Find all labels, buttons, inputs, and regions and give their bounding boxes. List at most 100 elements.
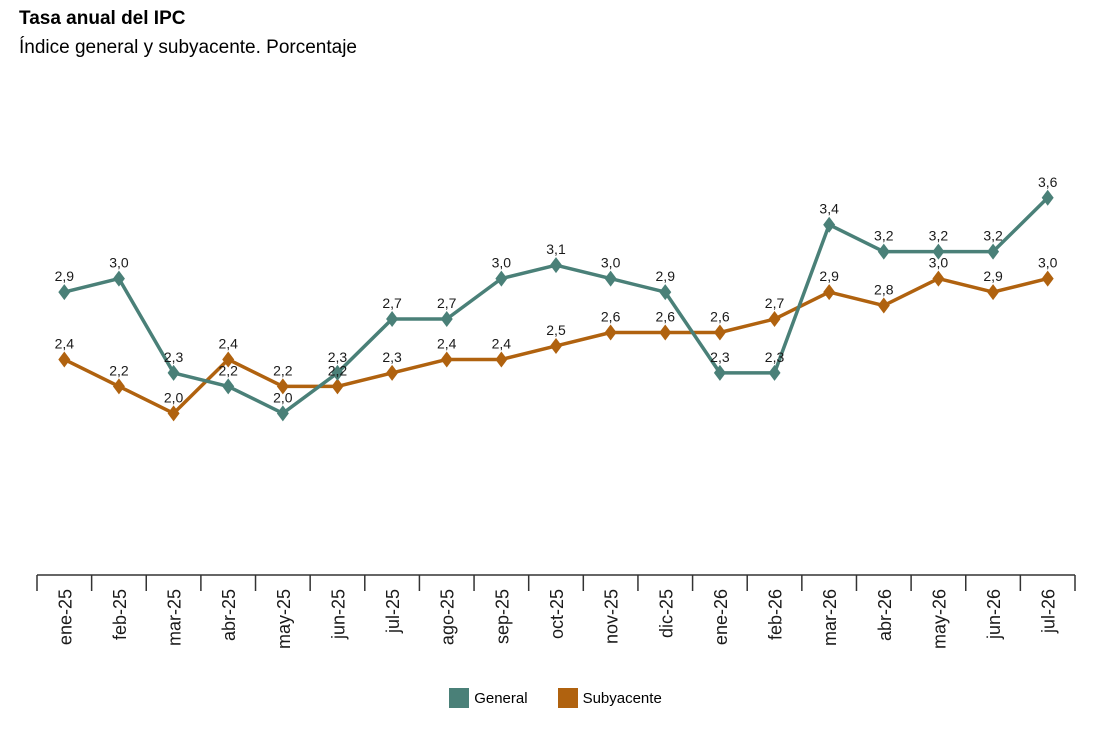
data-label-general: 3,6 <box>1038 174 1058 190</box>
data-point-general <box>276 405 289 422</box>
data-label-general: 3,2 <box>983 228 1003 244</box>
data-label-subyacente: 2,4 <box>55 335 75 351</box>
x-tick-label: jul-25 <box>383 589 403 634</box>
data-label-subyacente: 3,0 <box>1038 255 1058 271</box>
data-point-subyacente <box>222 351 235 368</box>
data-point-general <box>823 216 836 233</box>
data-label-subyacente: 2,6 <box>601 309 621 325</box>
x-tick-label: dic-25 <box>656 589 676 638</box>
data-label-general: 2,7 <box>382 295 402 311</box>
data-label-general: 2,3 <box>164 349 184 365</box>
data-label-subyacente: 2,9 <box>983 268 1003 284</box>
data-point-subyacente <box>112 378 125 395</box>
data-point-general <box>112 270 125 287</box>
data-label-subyacente: 2,3 <box>382 349 402 365</box>
data-point-subyacente <box>877 297 890 314</box>
x-tick-label: oct-25 <box>547 589 567 639</box>
data-point-general <box>768 364 781 381</box>
data-point-general <box>713 364 726 381</box>
data-label-subyacente: 2,0 <box>164 389 184 405</box>
x-tick-label: jul-26 <box>1039 589 1059 634</box>
data-point-general <box>495 270 508 287</box>
x-tick-label: mar-25 <box>165 589 185 646</box>
data-point-general <box>550 257 562 274</box>
x-axis: ene-25 feb-25 mar-25 abr-25 may-25 jun-25 jul-… <box>36 574 1076 649</box>
data-label-general: 3,4 <box>819 201 839 217</box>
data-point-subyacente <box>604 324 617 341</box>
data-label-subyacente: 2,8 <box>874 282 894 298</box>
chart-subtitle: Índice general y subyacente. Porcentaje <box>19 37 357 58</box>
data-point-general <box>604 270 617 287</box>
data-label-general: 3,0 <box>601 255 621 271</box>
data-point-subyacente <box>276 378 289 395</box>
data-point-general <box>167 364 180 381</box>
x-tick-label: may-25 <box>274 589 294 649</box>
data-label-subyacente: 2,6 <box>656 309 676 325</box>
data-point-subyacente <box>167 405 180 422</box>
data-label-general: 2,7 <box>437 295 457 311</box>
data-label-general: 2,3 <box>710 349 730 365</box>
data-label-subyacente: 2,2 <box>328 362 348 378</box>
legend-swatch-general <box>449 688 470 708</box>
data-label-general: 3,2 <box>929 228 949 244</box>
data-point-general <box>1041 189 1054 206</box>
data-label-subyacente: 2,2 <box>109 362 129 378</box>
data-point-general <box>877 243 890 260</box>
data-point-subyacente <box>440 351 453 368</box>
data-label-subyacente: 2,2 <box>273 362 293 378</box>
data-point-subyacente <box>331 378 344 395</box>
data-point-subyacente <box>1041 270 1054 287</box>
x-tick-label: nov-25 <box>602 589 622 644</box>
legend-label-subyacente: Subyacente <box>582 689 662 707</box>
data-point-subyacente <box>713 324 726 341</box>
x-tick-label: may-26 <box>929 589 949 649</box>
x-tick-label: jun-26 <box>984 589 1004 640</box>
chart-title: Tasa anual del IPC <box>19 8 186 29</box>
x-tick-label: abr-25 <box>219 589 239 641</box>
data-point-subyacente <box>550 337 562 354</box>
data-label-subyacente: 3,0 <box>929 255 949 271</box>
x-tick-label: ene-26 <box>711 589 731 645</box>
data-point-subyacente <box>768 311 781 328</box>
data-labels: 2,93,02,32,22,02,32,7 2,73,03,13,02,92,3 2… <box>55 174 1058 406</box>
data-label-general: 3,0 <box>492 255 512 271</box>
data-label-subyacente: 2,9 <box>819 268 839 284</box>
x-tick-label: ago-25 <box>438 589 458 645</box>
data-label-subyacente: 2,4 <box>492 335 512 351</box>
data-label-general: 2,9 <box>55 268 75 284</box>
x-tick-label: mar-26 <box>820 589 840 646</box>
data-point-subyacente <box>932 270 945 287</box>
legend-label-general: General <box>474 689 528 707</box>
data-label-subyacente: 2,6 <box>710 309 730 325</box>
x-tick-label: abr-26 <box>875 589 895 641</box>
data-label-general: 3,1 <box>546 241 566 257</box>
series-points <box>58 189 1054 422</box>
data-point-subyacente <box>58 351 71 368</box>
data-point-general <box>932 243 945 260</box>
x-tick-label: feb-25 <box>110 589 130 640</box>
data-label-general: 2,3 <box>328 349 348 365</box>
data-point-general <box>987 243 1000 260</box>
data-label-subyacente: 2,4 <box>437 335 457 351</box>
data-label-general: 2,2 <box>218 362 238 378</box>
data-label-subyacente: 2,5 <box>546 322 566 338</box>
data-label-general: 2,3 <box>765 349 785 365</box>
data-label-general: 3,2 <box>874 228 894 244</box>
data-point-subyacente <box>823 284 836 301</box>
data-point-general <box>440 311 453 328</box>
data-point-general <box>331 364 344 381</box>
x-tick-label: feb-26 <box>766 589 786 640</box>
legend-item-general: General <box>449 688 528 708</box>
series-line-general <box>62 196 1050 416</box>
data-label-subyacente: 2,4 <box>218 335 238 351</box>
data-point-general <box>58 284 71 301</box>
x-tick-label: jun-25 <box>328 589 348 640</box>
x-tick-label: ene-25 <box>55 589 75 645</box>
legend-item-subyacente: Subyacente <box>557 688 662 708</box>
series-lines <box>62 196 1050 416</box>
data-point-general <box>222 378 235 395</box>
data-point-subyacente <box>386 364 399 381</box>
data-point-subyacente <box>987 284 1000 301</box>
data-label-general: 3,0 <box>109 255 129 271</box>
